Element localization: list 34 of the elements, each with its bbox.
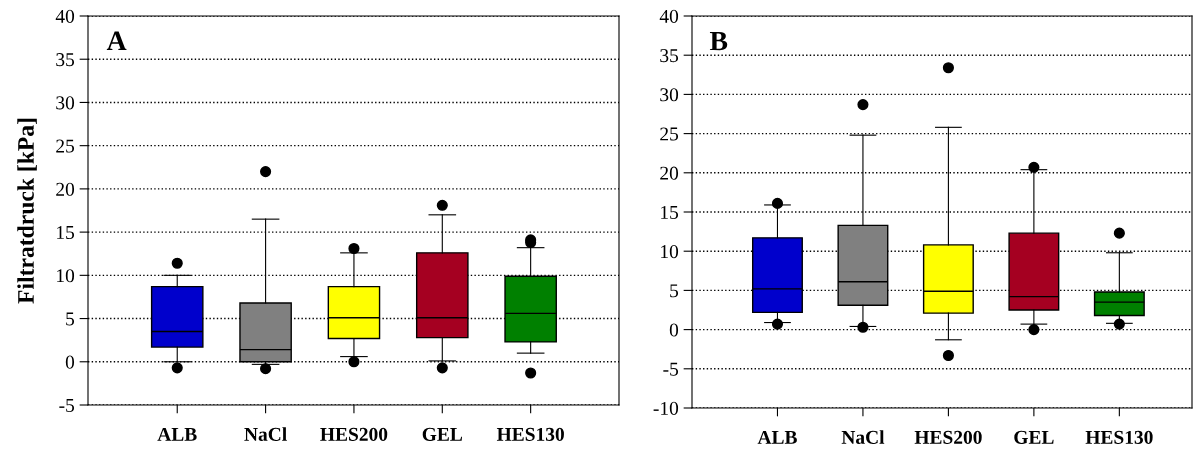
y-tick-label: 5 [66,312,75,326]
x-tick-label: GEL [1014,430,1054,444]
y-tick-label: 40 [55,9,75,23]
y-tick-label: 20 [660,166,679,180]
x-tick-label: HES130 [496,427,564,441]
y-tick-label: 25 [660,127,679,141]
x-tick-label: HES200 [320,427,388,441]
y-tick-label: -10 [653,401,679,415]
y-tick-label: 25 [56,139,75,153]
x-tick-label: ALB [757,430,797,444]
x-tick-label: HES200 [914,430,982,444]
x-tick-label: HES130 [1085,430,1153,444]
x-tick-label: NaCl [841,430,885,444]
x-tick-label: NaCl [244,427,287,441]
y-tick-label: 35 [56,53,75,67]
y-tick-label: 30 [56,96,75,110]
x-tick-label: GEL [422,427,463,441]
y-tick-label: 0 [669,323,679,337]
y-tick-label: 35 [660,49,679,63]
y-tick-label: 10 [661,245,679,259]
y-axis-title: Filtratdruck [kPa] [17,118,37,304]
x-tick-label: ALB [157,427,197,441]
y-tick-label: 10 [57,269,75,283]
annotation: B [709,31,728,51]
y-tick-label: -5 [663,362,679,376]
y-tick-label: 20 [56,182,75,196]
y-tick-label: -5 [59,399,75,412]
annotation: A [106,31,127,50]
y-tick-label: 15 [57,226,75,240]
y-tick-label: 5 [670,284,679,298]
y-tick-label: 15 [661,205,679,219]
y-tick-label: 0 [65,355,75,369]
y-tick-label: 30 [660,88,679,102]
y-tick-label: 40 [659,9,679,23]
